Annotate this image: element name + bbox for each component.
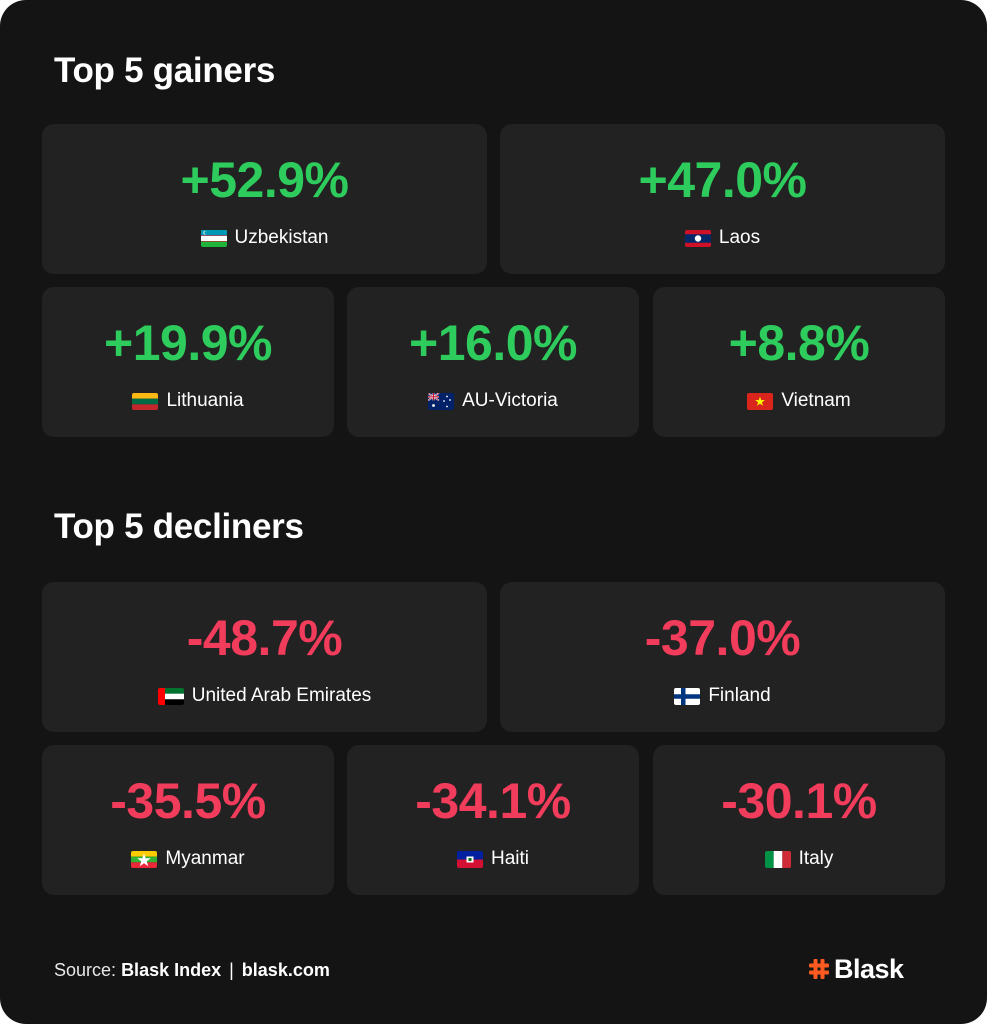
gainer-value: +52.9% [180,152,349,208]
source-label: Source: [54,960,117,980]
decliner-country: Finland [500,684,945,708]
myanmar-flag-icon [131,850,158,868]
decliner-card: -30.1% Italy [653,745,945,895]
source-url: blask.com [241,960,330,980]
gainer-country-name: AU-Victoria [462,390,558,411]
uzbekistan-flag-icon [200,229,227,247]
gainer-card: +47.0% Laos [500,124,945,274]
source-separator: | [229,960,234,980]
decliner-card: -37.0% Finland [500,582,945,732]
italy-flag-icon [764,850,791,868]
gainer-country-name: Laos [718,227,761,248]
gainer-country: Lithuania [42,389,334,413]
decliner-value: -30.1% [721,773,877,829]
decliner-country-name: Myanmar [165,848,245,869]
finland-flag-icon [674,687,701,705]
decliner-country-name: United Arab Emirates [191,685,372,706]
source-footer: Source: Blask Index | blask.com [54,958,330,982]
decliner-country-name: Finland [708,685,771,706]
gainer-country: Uzbekistan [42,226,487,250]
gainer-value: +47.0% [638,152,807,208]
gainer-country-name: Lithuania [166,390,244,411]
decliner-card: -34.1% Haiti [347,745,639,895]
source-name: Blask Index [121,960,222,980]
decliner-country: United Arab Emirates [42,684,487,708]
decliner-country-name: Italy [798,848,834,869]
logo-wordmark: Blask [834,954,904,984]
gainer-value: +16.0% [409,315,577,371]
gainer-country: Laos [500,226,945,250]
decliner-value: -34.1% [415,773,571,829]
decliner-country-name: Haiti [490,848,529,869]
blask-logo: Blask [808,954,904,984]
uae-flag-icon [157,687,184,705]
gainer-card: +19.9% Lithuania [42,287,334,437]
australia-flag-icon [428,392,455,410]
decliners-title: Top 5 decliners [54,507,304,546]
gainer-card: +8.8% Vietnam [653,287,945,437]
hash-logo-icon [809,959,829,979]
vietnam-flag-icon [747,392,774,410]
decliner-country: Haiti [347,847,639,871]
gainer-country-name: Vietnam [781,390,851,411]
decliner-country: Myanmar [42,847,334,871]
gainer-country: Vietnam [653,389,945,413]
decliner-value: -37.0% [644,610,801,666]
gainer-card: +16.0% AU-Victoria [347,287,639,437]
decliner-card: -35.5% Myanmar [42,745,334,895]
decliner-value: -48.7% [186,610,343,666]
decliner-card: -48.7% United Arab Emirates [42,582,487,732]
gainer-country-name: Uzbekistan [234,227,329,248]
decliner-country: Italy [653,847,945,871]
lithuania-flag-icon [132,392,159,410]
laos-flag-icon [684,229,711,247]
gainer-card: +52.9% Uzbekistan [42,124,487,274]
gainers-title: Top 5 gainers [54,51,276,90]
gainer-value: +8.8% [728,315,870,371]
decliner-value: -35.5% [110,773,266,829]
haiti-flag-icon [456,850,483,868]
gainer-country: AU-Victoria [347,389,639,413]
gainer-value: +19.9% [104,315,272,371]
